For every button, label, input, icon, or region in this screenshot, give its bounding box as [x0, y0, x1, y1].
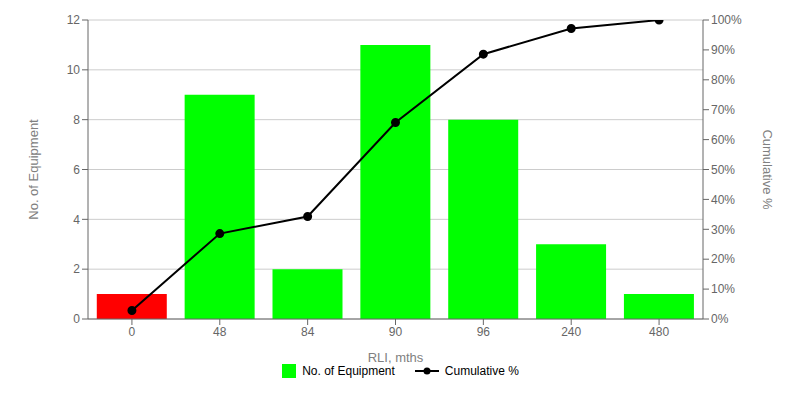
- html-text:No. of Equipment: No. of Equipment: [302, 364, 395, 378]
- svg-text:20%: 20%: [711, 252, 735, 266]
- svg-text:90: 90: [389, 325, 403, 339]
- svg-text:No. of Equipment: No. of Equipment: [26, 119, 41, 220]
- svg-text:48: 48: [213, 325, 227, 339]
- svg-text:4: 4: [73, 213, 80, 227]
- svg-text:2: 2: [73, 262, 80, 276]
- svg-text:0: 0: [73, 312, 80, 326]
- svg-text:96: 96: [477, 325, 491, 339]
- svg-text:100%: 100%: [711, 13, 742, 27]
- svg-text:80%: 80%: [711, 73, 735, 87]
- svg-text:8: 8: [73, 113, 80, 127]
- svg-text:40%: 40%: [711, 193, 735, 207]
- svg-text:70%: 70%: [711, 103, 735, 117]
- svg-text:240: 240: [561, 325, 581, 339]
- html-text:Cumulative %: Cumulative %: [444, 364, 519, 378]
- svg-text:90%: 90%: [711, 43, 735, 57]
- svg-text:60%: 60%: [711, 133, 735, 147]
- svg-text:84: 84: [301, 325, 315, 339]
- svg-text:30%: 30%: [711, 223, 735, 237]
- svg-text:10%: 10%: [711, 282, 735, 296]
- svg-text:12: 12: [67, 13, 81, 27]
- svg-text:6: 6: [73, 163, 80, 177]
- svg-text:50%: 50%: [711, 163, 735, 177]
- svg-text:0: 0: [129, 325, 136, 339]
- svg-text:RLI, mths: RLI, mths: [368, 350, 424, 365]
- svg-text:10: 10: [67, 63, 81, 77]
- svg-text:480: 480: [649, 325, 669, 339]
- svg-text:0%: 0%: [711, 312, 729, 326]
- svg-text:Cumulative %: Cumulative %: [760, 129, 775, 210]
